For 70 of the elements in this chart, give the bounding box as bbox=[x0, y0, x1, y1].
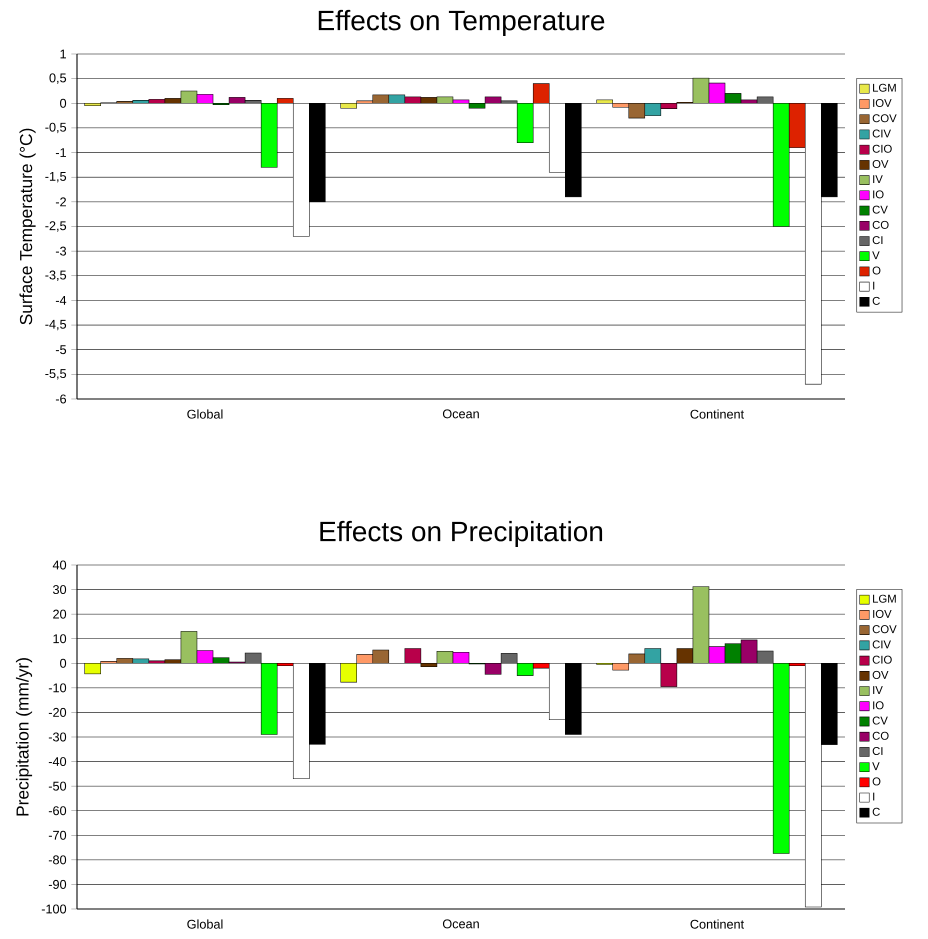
y-tick-label: -30 bbox=[48, 732, 66, 742]
legend-label: COV bbox=[872, 114, 897, 122]
y-tick-label: -1,5 bbox=[45, 172, 66, 182]
y-tick-label: -10 bbox=[48, 683, 66, 692]
y-tick-label: -50 bbox=[48, 782, 66, 791]
legend-label: LGM bbox=[873, 84, 896, 92]
legend-label: V bbox=[872, 251, 880, 260]
y-tick-label: -6 bbox=[56, 394, 66, 404]
y-tick-label: 0,5 bbox=[49, 73, 66, 84]
y-axis-title: Surface Temperature (°C) bbox=[19, 128, 36, 325]
y-tick-label: -5,5 bbox=[45, 369, 66, 380]
y-tick-label: -70 bbox=[48, 830, 66, 840]
legend-label: CIO bbox=[872, 144, 892, 153]
legend-label: CIV bbox=[872, 130, 891, 138]
legend-label: CO bbox=[872, 220, 889, 229]
y-tick-label: -60 bbox=[48, 806, 66, 816]
y-tick-label: 30 bbox=[52, 585, 66, 594]
x-tick-label: Global bbox=[187, 409, 222, 419]
y-tick-label: 40 bbox=[52, 560, 66, 570]
chart-title: Effects on Precipitation bbox=[320, 520, 602, 547]
y-axis-title: Precipitation (mm/yr) bbox=[16, 658, 32, 816]
y-tick-label: -1 bbox=[56, 148, 66, 157]
x-tick-label: Ocean bbox=[442, 919, 479, 928]
legend-label: CI bbox=[872, 236, 882, 244]
legend-label: CIO bbox=[872, 656, 892, 664]
y-tick-label: -0,5 bbox=[45, 122, 66, 134]
legend-label: IOV bbox=[873, 610, 892, 618]
legend-label: IO bbox=[873, 190, 884, 198]
x-tick-label: Global bbox=[187, 919, 222, 929]
y-tick-label: -100 bbox=[42, 904, 66, 914]
y-tick-label: 10 bbox=[53, 634, 66, 644]
legend-label: V bbox=[872, 762, 880, 770]
y-tick-label: -80 bbox=[48, 855, 66, 864]
y-tick-label: -2,5 bbox=[45, 221, 66, 232]
y-tick-label: 1 bbox=[60, 50, 66, 58]
y-tick-label: -40 bbox=[48, 757, 66, 766]
x-tick-label: Ocean bbox=[442, 409, 479, 418]
y-tick-label: -3,5 bbox=[45, 270, 66, 282]
legend-label: CIV bbox=[872, 640, 891, 648]
y-tick-label: -90 bbox=[48, 880, 66, 889]
x-tick-label: Continent bbox=[690, 919, 744, 929]
y-tick-label: 20 bbox=[53, 610, 66, 619]
legend-label: IOV bbox=[873, 99, 892, 108]
y-tick-label: -2 bbox=[56, 197, 66, 206]
y-tick-label: -5 bbox=[56, 345, 66, 354]
x-tick-label: Continent bbox=[690, 409, 744, 419]
legend-label: IO bbox=[873, 701, 884, 710]
y-tick-label: 0 bbox=[60, 658, 66, 668]
legend-label: OV bbox=[872, 160, 888, 168]
legend-label: CO bbox=[872, 732, 889, 740]
y-tick-label: -20 bbox=[48, 708, 66, 717]
legend-label: CV bbox=[872, 206, 888, 214]
legend-label: I bbox=[873, 792, 874, 800]
y-tick-label: -3 bbox=[56, 246, 66, 256]
legend-label: C bbox=[872, 296, 880, 305]
legend-label: O bbox=[872, 777, 880, 786]
legend-label: C bbox=[872, 808, 880, 816]
y-tick-label: -4 bbox=[56, 296, 66, 305]
chart-title: Effects on Temperature bbox=[318, 10, 604, 36]
legend-label: CV bbox=[872, 716, 888, 725]
legend-label: CI bbox=[872, 747, 882, 756]
legend-label: OV bbox=[872, 670, 888, 679]
legend-label: IV bbox=[873, 175, 883, 184]
legend-label: I bbox=[873, 282, 874, 290]
y-tick-label: -4,5 bbox=[45, 320, 66, 330]
legend-label: IV bbox=[873, 686, 883, 694]
legend-label: O bbox=[872, 266, 880, 274]
legend-label: LGM bbox=[873, 594, 896, 603]
legend-label: COV bbox=[872, 625, 897, 634]
y-tick-label: 0 bbox=[60, 98, 66, 108]
